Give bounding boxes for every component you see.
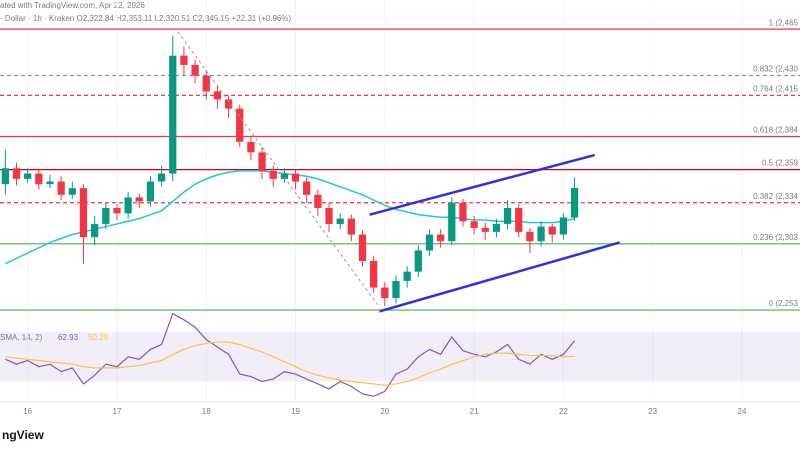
candle-body xyxy=(436,234,445,242)
trendline xyxy=(369,153,595,216)
candle-body xyxy=(202,75,210,92)
candle-body xyxy=(481,227,489,232)
watermark: ated with TradingView.com, Apr 22, 2026 xyxy=(0,1,145,10)
x-tick-label: 23 xyxy=(648,407,657,416)
candle-body xyxy=(135,197,143,202)
candle-body xyxy=(358,234,367,262)
candle-body xyxy=(448,202,456,242)
candle-body xyxy=(247,141,255,153)
logo: ngView xyxy=(2,428,44,442)
candle-body xyxy=(102,208,110,224)
candle-body xyxy=(79,188,88,238)
candle-body xyxy=(213,91,222,100)
fib-label: 0.832 (2,430 xyxy=(753,65,798,74)
rsi-line xyxy=(5,341,575,386)
x-tick-label: 24 xyxy=(738,407,747,416)
candle-body xyxy=(236,108,244,142)
candle-body xyxy=(414,250,422,272)
candle-body xyxy=(392,280,400,299)
candle-body xyxy=(57,181,65,195)
x-tick-label: 16 xyxy=(23,407,32,416)
candle-body xyxy=(157,173,166,182)
fib-label: 0 (2,253 xyxy=(769,299,799,308)
candle-body xyxy=(503,208,512,224)
fib-label: 0.764 (2,415 xyxy=(753,85,798,94)
fib-label: 0.236 (2,303 xyxy=(753,233,798,242)
candle-body xyxy=(537,226,545,242)
x-tick-label: 20 xyxy=(380,407,389,416)
x-tick-label: 17 xyxy=(113,407,122,416)
candle-body xyxy=(258,152,266,171)
candle-body xyxy=(191,64,199,76)
rsi-title: SMA, 14, 2) xyxy=(0,333,43,342)
candle-body xyxy=(269,170,277,179)
candle-body xyxy=(548,226,556,235)
candle-body xyxy=(470,221,478,228)
fib-label: 0.382 (2,334 xyxy=(753,192,798,201)
x-tick-label: 19 xyxy=(291,407,300,416)
candle-body xyxy=(459,202,467,222)
x-tick-label: 22 xyxy=(559,407,568,416)
candle-body xyxy=(559,217,568,235)
trendline xyxy=(379,241,620,313)
candle-body xyxy=(325,208,333,224)
rsi-band xyxy=(0,332,800,382)
candle-body xyxy=(24,173,32,179)
candle-body xyxy=(280,173,289,179)
candle-body xyxy=(425,234,434,251)
candle-body xyxy=(403,271,411,281)
candle-body xyxy=(526,231,534,242)
candle-body xyxy=(169,55,177,174)
candle-body xyxy=(91,223,99,238)
candle-body xyxy=(336,218,344,224)
rsi-value: 62.93 xyxy=(58,333,79,342)
symbol-header: · Dollar · 1h · Kraken O2,322.84 H2,353.… xyxy=(0,14,291,23)
candle-body xyxy=(291,173,300,182)
candle-body xyxy=(224,99,233,109)
candle-body xyxy=(113,208,121,214)
candle-body xyxy=(35,173,43,185)
candle-body xyxy=(492,223,501,232)
candle-body xyxy=(515,208,523,232)
candle-body xyxy=(1,168,9,185)
x-tick-label: 21 xyxy=(470,407,479,416)
candle-body xyxy=(46,181,54,185)
fib-label: 0.618 (2,384 xyxy=(753,126,798,135)
rsi-value: 50.29 xyxy=(88,333,109,342)
candle-body xyxy=(314,194,322,209)
moving-average xyxy=(5,170,575,265)
candle-body xyxy=(124,197,132,214)
candle-body xyxy=(146,181,155,202)
x-tick-label: 18 xyxy=(202,407,211,416)
candle-body xyxy=(570,187,579,218)
candle-body xyxy=(303,181,311,195)
fib-label: 1 (2,465 xyxy=(769,18,799,27)
candle-body xyxy=(68,188,76,195)
fib-label: 0.5 (2,359 xyxy=(762,159,799,168)
candle-body xyxy=(370,261,378,288)
trendline xyxy=(177,31,379,306)
candle-body xyxy=(12,168,21,179)
candle-body xyxy=(347,218,355,235)
candle-body xyxy=(381,287,389,299)
candle-body xyxy=(180,55,188,65)
